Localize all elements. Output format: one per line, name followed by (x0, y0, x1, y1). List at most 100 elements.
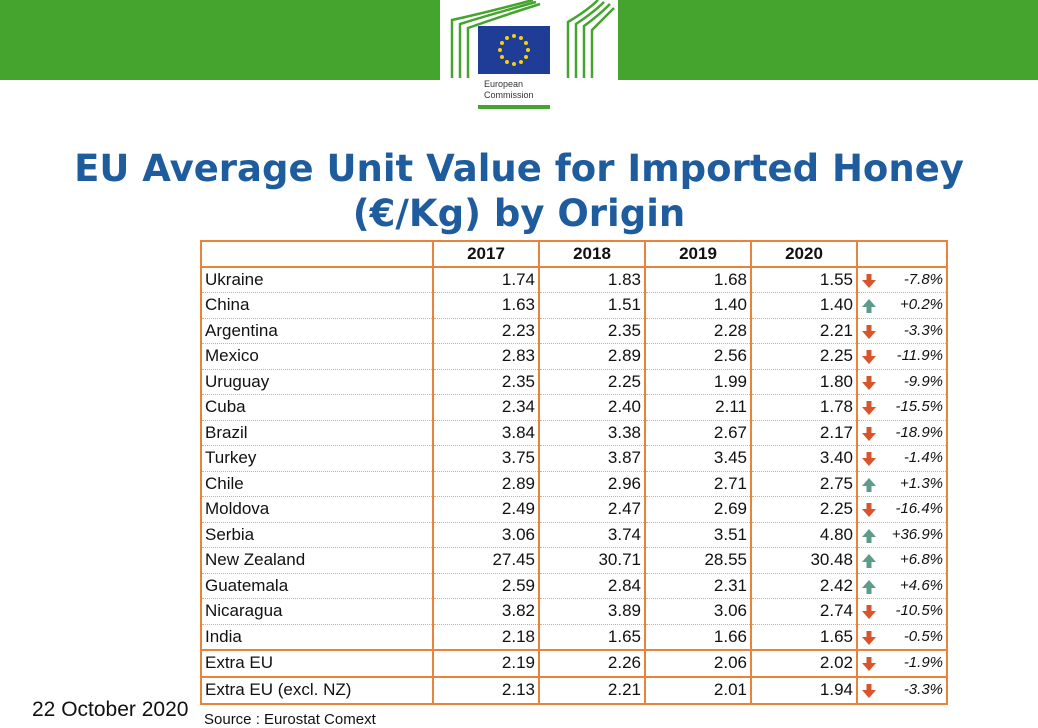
arrow-down-icon (862, 452, 876, 467)
table-row: Serbia 3.06 3.74 3.51 4.80 +36.9% (200, 522, 948, 548)
change-cell: +0.2% (856, 292, 948, 319)
arrow-down-icon (862, 503, 876, 518)
value-2017-cell: 2.89 (432, 471, 540, 497)
value-2017-cell: 2.13 (432, 675, 540, 705)
value-2017-cell: 27.45 (432, 547, 540, 574)
change-percent: -11.9% (896, 347, 943, 365)
value-2017-cell: 3.82 (432, 598, 540, 625)
value-2020-cell: 1.40 (750, 292, 858, 319)
change-percent: +36.9% (891, 525, 943, 543)
value-2018-cell: 2.26 (538, 648, 646, 678)
value-2017-cell: 2.59 (432, 573, 540, 599)
arrow-down-icon (862, 684, 876, 698)
arrow-down-icon (862, 274, 876, 288)
change-cell: -16.4% (856, 496, 948, 523)
value-2018-cell: 3.38 (538, 420, 646, 446)
country-cell: Argentina (200, 318, 434, 344)
country-cell: Uruguay (200, 369, 434, 395)
value-2019-cell: 3.45 (644, 445, 752, 472)
country-cell: Serbia (200, 522, 434, 548)
change-cell: +6.8% (856, 547, 948, 574)
value-2019-cell: 2.67 (644, 420, 752, 446)
arrow-up-icon (862, 554, 876, 569)
country-cell: Guatemala (200, 573, 434, 599)
table-row: Mexico 2.83 2.89 2.56 2.25 -11.9% (200, 343, 948, 370)
value-2018-cell: 30.71 (538, 547, 646, 574)
table-row: Ukraine 1.74 1.83 1.68 1.55 -7.8% (200, 267, 948, 293)
value-2017-cell: 2.19 (432, 648, 540, 678)
title-line1: EU Average Unit Value for Imported Honey (74, 147, 964, 190)
change-cell: -18.9% (856, 420, 948, 446)
country-cell: Nicaragua (200, 598, 434, 625)
table-row: Uruguay 2.35 2.25 1.99 1.80 -9.9% (200, 369, 948, 395)
change-percent: -16.4% (895, 500, 943, 518)
change-cell: -11.9% (856, 343, 948, 370)
value-2019-cell: 2.71 (644, 471, 752, 497)
table-row: Turkey 3.75 3.87 3.45 3.40 -1.4% (200, 445, 948, 472)
arrow-down-icon (862, 350, 876, 365)
value-2019-cell: 2.06 (644, 648, 752, 678)
change-cell: -1.4% (856, 445, 948, 472)
value-2020-cell: 2.75 (750, 471, 858, 497)
value-2020-cell: 2.25 (750, 343, 858, 370)
arrow-up-icon (862, 299, 876, 314)
country-cell: Turkey (200, 445, 434, 472)
value-2020-cell: 2.17 (750, 420, 858, 446)
value-2017-cell: 1.74 (432, 267, 540, 293)
value-2019-cell: 28.55 (644, 547, 752, 574)
title-line2: (€/Kg) by Origin (352, 192, 686, 235)
value-2018-cell: 2.40 (538, 394, 646, 421)
logo-underline (478, 105, 550, 109)
change-percent: -0.5% (903, 627, 943, 645)
header-2018: 2018 (538, 240, 646, 268)
arrow-down-icon (862, 375, 876, 390)
value-2017-cell: 3.75 (432, 445, 540, 472)
page-title: EU Average Unit Value for Imported Honey… (0, 146, 1038, 236)
change-percent: +0.2% (900, 296, 943, 314)
value-2020-cell: 1.78 (750, 394, 858, 421)
change-cell: -3.3% (856, 675, 948, 705)
source-note: Source : Eurostat Comext (204, 711, 376, 728)
change-cell: -15.5% (856, 394, 948, 421)
eu-flag-icon (478, 26, 550, 74)
country-cell: Mexico (200, 343, 434, 370)
value-2020-cell: 2.02 (750, 648, 858, 678)
change-percent: -9.9% (903, 372, 943, 390)
arrow-down-icon (862, 324, 876, 339)
value-2018-cell: 3.87 (538, 445, 646, 472)
table-row: Moldova 2.49 2.47 2.69 2.25 -16.4% (200, 496, 948, 523)
arrow-up-icon (862, 477, 876, 492)
logo-line2: Commission (484, 90, 534, 100)
value-2020-cell: 2.42 (750, 573, 858, 599)
table-row: Cuba 2.34 2.40 2.11 1.78 -15.5% (200, 394, 948, 421)
value-2019-cell: 2.69 (644, 496, 752, 523)
change-percent: -3.3% (903, 321, 943, 339)
value-2017-cell: 2.83 (432, 343, 540, 370)
country-cell: Moldova (200, 496, 434, 523)
value-2020-cell: 1.94 (750, 675, 858, 705)
change-percent: +6.8% (900, 551, 943, 569)
change-percent: -10.5% (895, 602, 943, 620)
value-2018-cell: 2.21 (538, 675, 646, 705)
value-2019-cell: 2.56 (644, 343, 752, 370)
arrow-down-icon (862, 426, 876, 441)
value-2019-cell: 2.28 (644, 318, 752, 344)
value-2020-cell: 30.48 (750, 547, 858, 574)
arrow-up-icon (862, 528, 876, 543)
logo-text: European Commission (484, 79, 534, 101)
value-2019-cell: 2.01 (644, 675, 752, 705)
footer-date: 22 October 2020 (32, 698, 189, 721)
country-cell: Ukraine (200, 267, 434, 293)
value-2018-cell: 1.51 (538, 292, 646, 319)
table-row: Nicaragua 3.82 3.89 3.06 2.74 -10.5% (200, 598, 948, 625)
unit-value-table: 2017 2018 2019 2020 Ukraine 1.74 1.83 1.68 1… (200, 240, 948, 705)
european-commission-logo: European Commission (440, 0, 618, 112)
change-cell: -10.5% (856, 598, 948, 625)
value-2020-cell: 1.65 (750, 624, 858, 650)
value-2020-cell: 2.25 (750, 496, 858, 523)
change-cell: +36.9% (856, 522, 948, 548)
change-cell: -9.9% (856, 369, 948, 395)
value-2020-cell: 3.40 (750, 445, 858, 472)
arrow-down-icon (862, 657, 876, 671)
change-cell: +4.6% (856, 573, 948, 599)
